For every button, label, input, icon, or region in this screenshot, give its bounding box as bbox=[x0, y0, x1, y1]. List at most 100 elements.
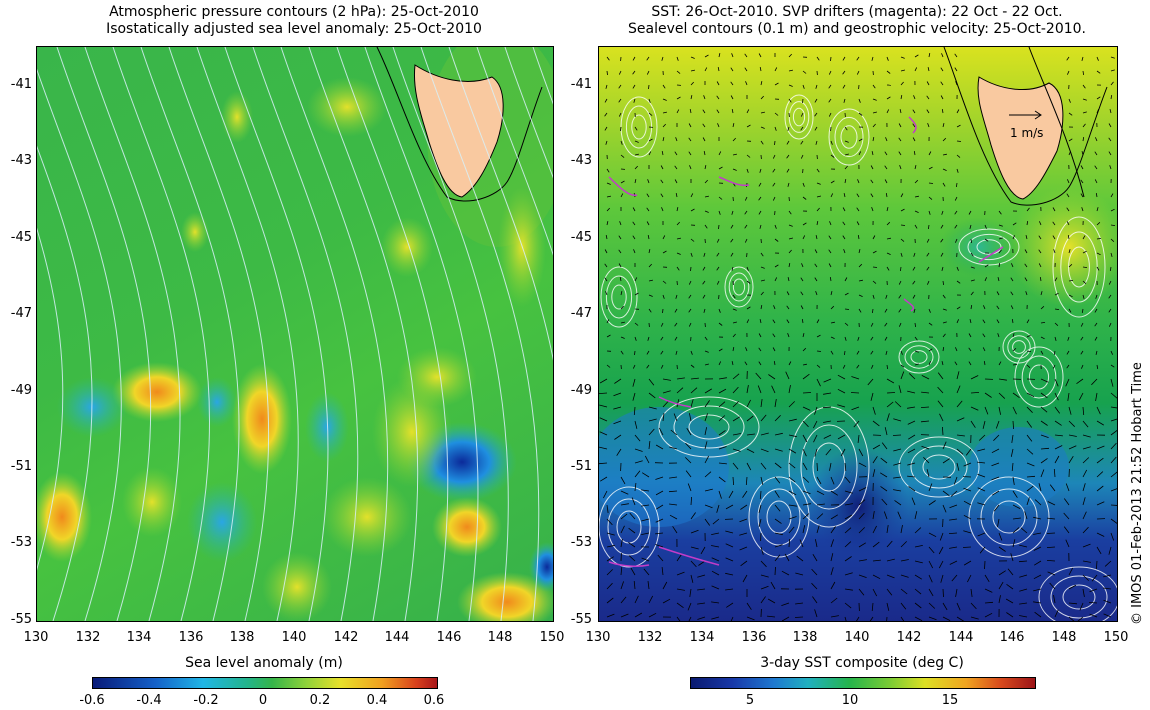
velocity-vector bbox=[979, 546, 986, 554]
velocity-vector bbox=[702, 109, 706, 114]
velocity-vector bbox=[942, 347, 945, 352]
velocity-vector bbox=[731, 210, 734, 215]
velocity-vector bbox=[690, 496, 692, 506]
velocity-vector bbox=[648, 138, 653, 142]
velocity-vector bbox=[711, 570, 720, 576]
velocity-vector bbox=[690, 69, 695, 72]
velocity-vector bbox=[772, 319, 776, 324]
velocity-vector bbox=[1110, 532, 1115, 541]
velocity-vector bbox=[688, 616, 692, 621]
velocity-vector bbox=[1024, 277, 1028, 282]
velocity-vector bbox=[646, 56, 650, 61]
velocity-vector bbox=[620, 581, 624, 590]
velocity-vector bbox=[1040, 322, 1046, 324]
velocity-vector bbox=[970, 291, 974, 296]
velocity-vector bbox=[872, 406, 876, 415]
velocity-vector bbox=[675, 193, 678, 198]
velocity-vector bbox=[928, 602, 936, 609]
velocity-vector bbox=[718, 388, 727, 394]
velocity-vector bbox=[880, 486, 888, 492]
velocity-vector bbox=[984, 406, 989, 415]
colorbar-tick: 0 bbox=[258, 693, 268, 708]
velocity-vector bbox=[676, 237, 681, 240]
velocity-vector bbox=[871, 56, 874, 61]
velocity-vector bbox=[676, 207, 679, 212]
velocity-vector bbox=[1054, 277, 1058, 282]
velocity-vector bbox=[884, 427, 888, 436]
velocity-vector bbox=[844, 179, 847, 184]
velocity-vector bbox=[774, 126, 777, 131]
velocity-vector bbox=[1026, 392, 1035, 398]
velocity-vector bbox=[970, 420, 976, 428]
velocity-vector bbox=[881, 498, 888, 506]
velocity-vector bbox=[928, 616, 937, 621]
velocity-vector bbox=[1096, 457, 1104, 464]
velocity-vector bbox=[787, 126, 790, 131]
velocity-vector bbox=[1110, 364, 1115, 368]
velocity-vector bbox=[970, 616, 979, 620]
velocity-vector bbox=[704, 441, 708, 450]
sea-level-contour bbox=[600, 266, 638, 328]
velocity-vector bbox=[816, 319, 820, 324]
velocity-vector bbox=[618, 84, 622, 89]
velocity-vector bbox=[1026, 462, 1035, 467]
velocity-vector bbox=[830, 514, 839, 520]
velocity-vector bbox=[858, 527, 865, 534]
velocity-vector bbox=[928, 166, 933, 170]
velocity-vector bbox=[690, 95, 693, 100]
velocity-vector bbox=[1082, 70, 1084, 76]
velocity-vector bbox=[1068, 445, 1077, 450]
velocity-vector bbox=[655, 518, 664, 523]
velocity-vector bbox=[928, 151, 932, 156]
velocity-vector bbox=[1010, 291, 1014, 296]
velocity-vector bbox=[688, 280, 692, 285]
velocity-vector bbox=[920, 406, 930, 408]
velocity-vector bbox=[632, 378, 636, 387]
velocity-vector bbox=[1091, 378, 1098, 386]
velocity-vector bbox=[991, 476, 1000, 481]
velocity-vector bbox=[704, 165, 707, 170]
velocity-vector bbox=[970, 375, 979, 380]
velocity-vector bbox=[844, 514, 853, 520]
velocity-vector bbox=[740, 504, 748, 510]
velocity-vector bbox=[814, 249, 818, 254]
tasmania-landmass bbox=[413, 64, 504, 198]
velocity-vector bbox=[844, 602, 852, 609]
velocity-vector bbox=[788, 516, 797, 520]
velocity-vector bbox=[886, 378, 895, 384]
velocity-vector bbox=[606, 569, 613, 576]
velocity-vector bbox=[647, 179, 650, 184]
velocity-vector bbox=[928, 560, 934, 569]
velocity-vector bbox=[732, 401, 739, 408]
velocity-vector bbox=[893, 462, 902, 466]
velocity-vector bbox=[963, 462, 972, 467]
velocity-vector bbox=[688, 123, 692, 128]
velocity-vector bbox=[951, 574, 958, 582]
velocity-vector bbox=[884, 308, 888, 313]
velocity-vector bbox=[858, 462, 867, 468]
velocity-vector bbox=[872, 469, 876, 478]
velocity-vector bbox=[1096, 70, 1101, 74]
velocity-vector bbox=[851, 406, 860, 411]
velocity-vector bbox=[599, 378, 608, 384]
sea-level-contour bbox=[658, 396, 760, 458]
velocity-vector bbox=[604, 98, 608, 103]
velocity-vector bbox=[843, 249, 846, 254]
velocity-vector bbox=[718, 361, 722, 366]
velocity-vector bbox=[886, 602, 890, 611]
velocity-vector bbox=[886, 392, 896, 394]
velocity-vector bbox=[620, 140, 623, 145]
velocity-vector bbox=[858, 487, 867, 492]
velocity-vector bbox=[1082, 280, 1087, 284]
velocity-vector bbox=[844, 322, 849, 326]
velocity-vector bbox=[956, 385, 961, 394]
velocity-vector bbox=[661, 56, 664, 61]
velocity-vector bbox=[788, 69, 793, 72]
velocity-vector bbox=[998, 532, 1003, 541]
velocity-vector bbox=[633, 98, 636, 103]
velocity-vector bbox=[725, 504, 734, 510]
velocity-vector bbox=[907, 434, 916, 440]
velocity-vector bbox=[655, 490, 664, 496]
velocity-vector bbox=[900, 574, 909, 578]
velocity-vector bbox=[1026, 364, 1031, 368]
